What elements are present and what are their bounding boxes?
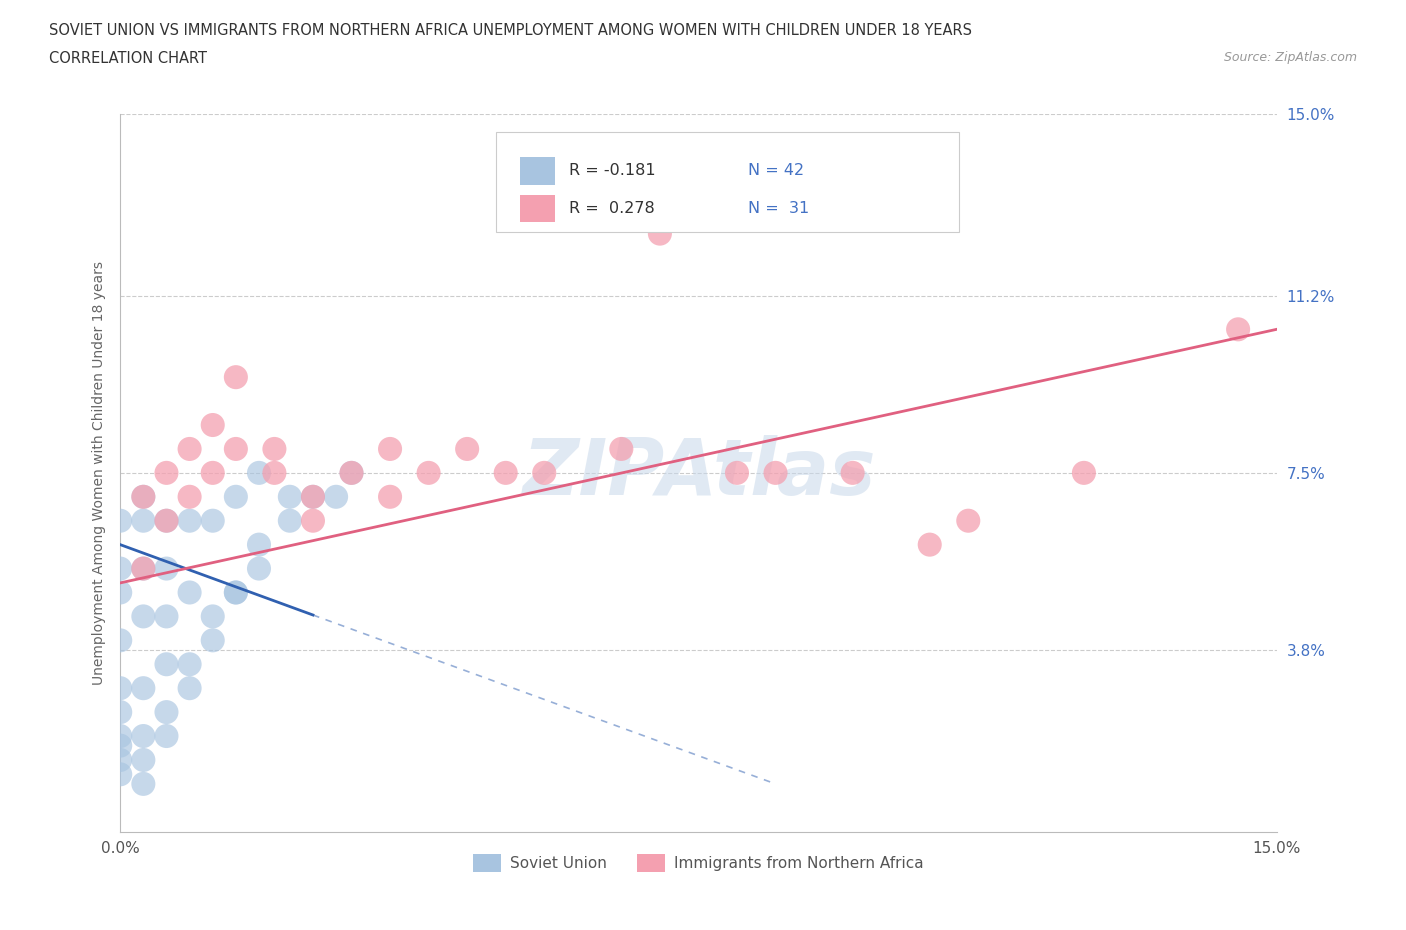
Point: [278, 489, 301, 504]
Point: [179, 442, 201, 457]
Point: [110, 752, 132, 767]
Point: [302, 489, 325, 504]
Point: [132, 489, 155, 504]
Point: [378, 489, 401, 504]
Text: Source: ZipAtlas.com: Source: ZipAtlas.com: [1223, 51, 1357, 64]
Point: [155, 465, 177, 480]
Point: [110, 513, 132, 528]
Point: [155, 705, 177, 720]
Point: [155, 513, 177, 528]
Point: [132, 777, 155, 791]
Point: [132, 728, 155, 743]
Point: [225, 585, 247, 600]
Point: [179, 657, 201, 671]
Point: [225, 370, 247, 385]
Point: [725, 465, 748, 480]
Point: [648, 226, 671, 241]
Point: [110, 705, 132, 720]
Point: [110, 561, 132, 576]
Point: [957, 513, 980, 528]
Point: [132, 561, 155, 576]
Point: [456, 442, 478, 457]
Point: [610, 442, 633, 457]
Text: N =  31: N = 31: [748, 201, 810, 216]
Point: [132, 681, 155, 696]
Point: [688, 179, 710, 193]
Point: [278, 513, 301, 528]
FancyBboxPatch shape: [520, 157, 555, 185]
Point: [263, 442, 285, 457]
Point: [201, 418, 224, 432]
Point: [110, 633, 132, 648]
Point: [765, 465, 787, 480]
Text: N = 42: N = 42: [748, 164, 804, 179]
Point: [378, 442, 401, 457]
Text: CORRELATION CHART: CORRELATION CHART: [49, 51, 207, 66]
Point: [132, 513, 155, 528]
Point: [201, 465, 224, 480]
Text: R =  0.278: R = 0.278: [569, 201, 655, 216]
Point: [155, 657, 177, 671]
Point: [201, 609, 224, 624]
Point: [841, 465, 863, 480]
Text: SOVIET UNION VS IMMIGRANTS FROM NORTHERN AFRICA UNEMPLOYMENT AMONG WOMEN WITH CH: SOVIET UNION VS IMMIGRANTS FROM NORTHERN…: [49, 23, 972, 38]
Point: [179, 585, 201, 600]
Point: [340, 465, 363, 480]
Point: [155, 728, 177, 743]
Point: [302, 513, 325, 528]
Point: [1227, 322, 1250, 337]
Point: [247, 561, 270, 576]
Point: [110, 585, 132, 600]
Point: [155, 609, 177, 624]
Point: [247, 465, 270, 480]
Point: [110, 767, 132, 782]
Point: [533, 465, 555, 480]
Point: [155, 561, 177, 576]
FancyBboxPatch shape: [520, 194, 555, 222]
Point: [155, 513, 177, 528]
Point: [110, 738, 132, 753]
Point: [1073, 465, 1095, 480]
Point: [302, 489, 325, 504]
Point: [201, 633, 224, 648]
Point: [225, 489, 247, 504]
Text: R = -0.181: R = -0.181: [569, 164, 655, 179]
Point: [132, 561, 155, 576]
Point: [179, 489, 201, 504]
Text: ZIPAtlas: ZIPAtlas: [522, 435, 875, 511]
Point: [918, 538, 941, 552]
Point: [110, 728, 132, 743]
Point: [179, 513, 201, 528]
FancyBboxPatch shape: [496, 132, 959, 232]
Point: [325, 489, 347, 504]
Point: [263, 465, 285, 480]
Legend: Soviet Union, Immigrants from Northern Africa: Soviet Union, Immigrants from Northern A…: [467, 848, 929, 878]
Point: [247, 538, 270, 552]
Point: [132, 752, 155, 767]
Point: [340, 465, 363, 480]
Point: [110, 681, 132, 696]
Point: [132, 489, 155, 504]
Point: [225, 585, 247, 600]
Point: [132, 609, 155, 624]
Y-axis label: Unemployment Among Women with Children Under 18 years: Unemployment Among Women with Children U…: [93, 261, 107, 684]
Point: [418, 465, 440, 480]
Point: [225, 442, 247, 457]
Point: [179, 681, 201, 696]
Point: [495, 465, 517, 480]
Point: [201, 513, 224, 528]
